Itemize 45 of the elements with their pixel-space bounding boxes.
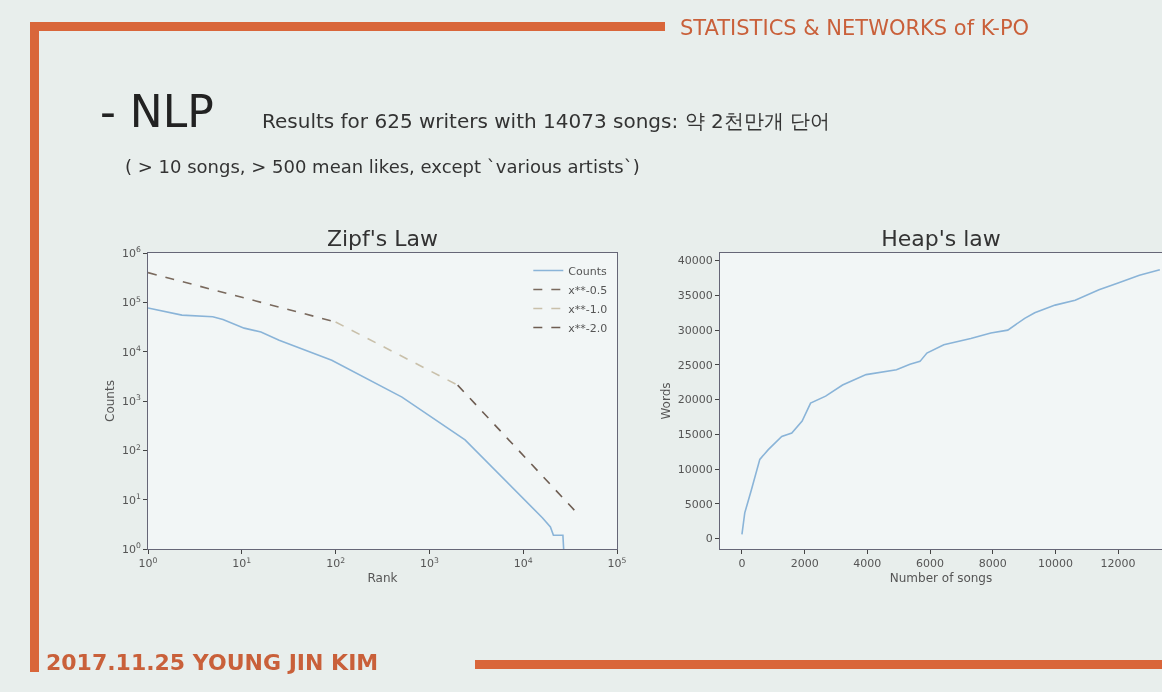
legend-label: x**-0.5 — [568, 283, 608, 297]
y-tick-label: 5000 — [684, 497, 713, 511]
legend-label: Counts — [568, 264, 607, 278]
y-tick-label: 10$^{5}$ — [121, 294, 141, 310]
y-tick-label: 10$^{3}$ — [121, 393, 141, 408]
y-tick-label: 35000 — [677, 289, 713, 303]
y-tick-label: 10$^{1}$ — [121, 491, 141, 507]
text: - NLP — [100, 86, 214, 137]
y-tick-label: 10000 — [677, 462, 713, 476]
x-tick-label: 10$^{1}$ — [232, 555, 252, 571]
x-tick-label: 10$^{2}$ — [326, 555, 346, 571]
y-tick-label: 10$^{6}$ — [121, 245, 141, 260]
y-tick-label: 10$^{2}$ — [121, 442, 141, 458]
x-tick-label: 2000 — [790, 557, 819, 571]
x-tick-label: 10000 — [1037, 557, 1073, 571]
x-tick-label: 10$^{3}$ — [419, 555, 439, 571]
x-tick-label: 8000 — [978, 557, 1007, 571]
y-tick-label: 40000 — [677, 254, 713, 268]
x-tick-label: 4000 — [853, 557, 882, 571]
y-axis-title: Words — [659, 382, 674, 420]
y-tick-label: 20000 — [677, 393, 713, 407]
x-tick-label: 10$^{5}$ — [607, 555, 627, 571]
text: STATISTICS & NETWORKS of K-PO — [680, 16, 1030, 40]
text: Results for 625 writers with 14073 songs: 약 2천만개 단어 — [262, 108, 830, 135]
y-tick-label: 0 — [705, 532, 713, 546]
line-series — [741, 268, 1161, 536]
y-tick-label: 10$^{4}$ — [121, 343, 141, 359]
chart-title: Heap's law — [881, 226, 1001, 252]
x-tick-label: 10$^{0}$ — [138, 555, 158, 571]
text: ( > 10 songs, > 500 mean likes, except `various artists`) — [125, 156, 640, 177]
legend-label: x**-2.0 — [568, 321, 608, 335]
y-tick-label: 30000 — [677, 323, 713, 337]
y-axis-title: Counts — [103, 380, 118, 422]
x-tick-label: 12000 — [1100, 557, 1136, 571]
chart-title: Zipf's Law — [326, 226, 439, 252]
x-axis-title: Rank — [367, 571, 398, 586]
legend-label: x**-1.0 — [568, 302, 608, 316]
x-tick-label: 6000 — [916, 557, 945, 571]
text: 2017.11.25 YOUNG JIN KIM — [46, 650, 379, 675]
x-tick-label: 10$^{4}$ — [513, 555, 533, 571]
y-tick-label: 10$^{0}$ — [121, 541, 141, 556]
y-tick-label: 15000 — [677, 428, 713, 442]
x-tick-label: 0 — [738, 557, 746, 571]
y-tick-label: 25000 — [677, 358, 713, 372]
x-axis-title: Number of songs — [889, 571, 993, 586]
